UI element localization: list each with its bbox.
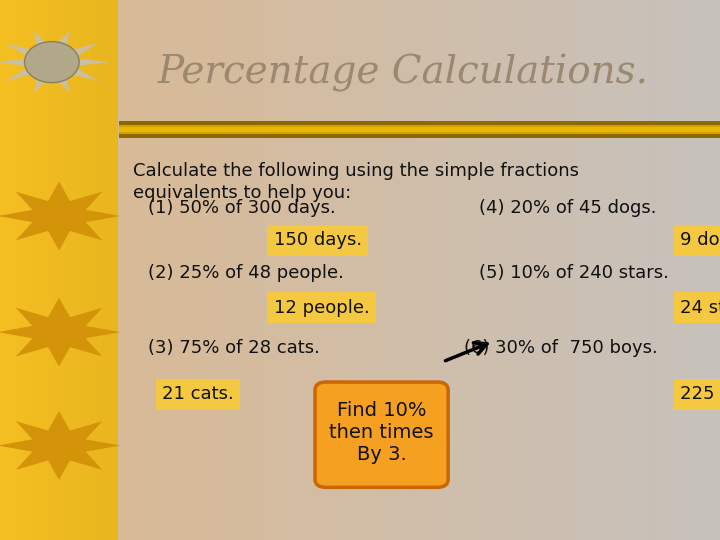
Polygon shape <box>0 31 109 93</box>
Text: (3) 75% of 28 cats.: (3) 75% of 28 cats. <box>148 339 320 357</box>
Text: 12 people.: 12 people. <box>274 299 369 317</box>
Text: (4) 20% of 45 dogs.: (4) 20% of 45 dogs. <box>479 199 657 217</box>
Text: 24 stars.: 24 stars. <box>680 299 720 317</box>
Bar <box>119 122 720 138</box>
Polygon shape <box>0 411 120 480</box>
Text: 9 dogs.: 9 dogs. <box>680 231 720 249</box>
Text: Find 10%
then times
By 3.: Find 10% then times By 3. <box>329 401 434 463</box>
Text: (5) 10% of 240 stars.: (5) 10% of 240 stars. <box>479 264 669 282</box>
Text: (6) 30% of  750 boys.: (6) 30% of 750 boys. <box>464 339 658 357</box>
Bar <box>119 127 720 132</box>
Text: Percentage Calculations.: Percentage Calculations. <box>158 54 649 92</box>
Text: (2) 25% of 48 people.: (2) 25% of 48 people. <box>148 264 343 282</box>
FancyBboxPatch shape <box>315 382 448 487</box>
Text: Calculate the following using the simple fractions: Calculate the following using the simple… <box>133 162 579 180</box>
Text: (1) 50% of 300 days.: (1) 50% of 300 days. <box>148 199 336 217</box>
Text: 225 boys.: 225 boys. <box>680 385 720 403</box>
Bar <box>119 125 720 134</box>
Circle shape <box>24 42 79 83</box>
Text: equivalents to help you:: equivalents to help you: <box>133 184 351 201</box>
Polygon shape <box>0 298 120 367</box>
Polygon shape <box>0 181 120 251</box>
Text: 150 days.: 150 days. <box>274 231 361 249</box>
Text: 21 cats.: 21 cats. <box>162 385 234 403</box>
